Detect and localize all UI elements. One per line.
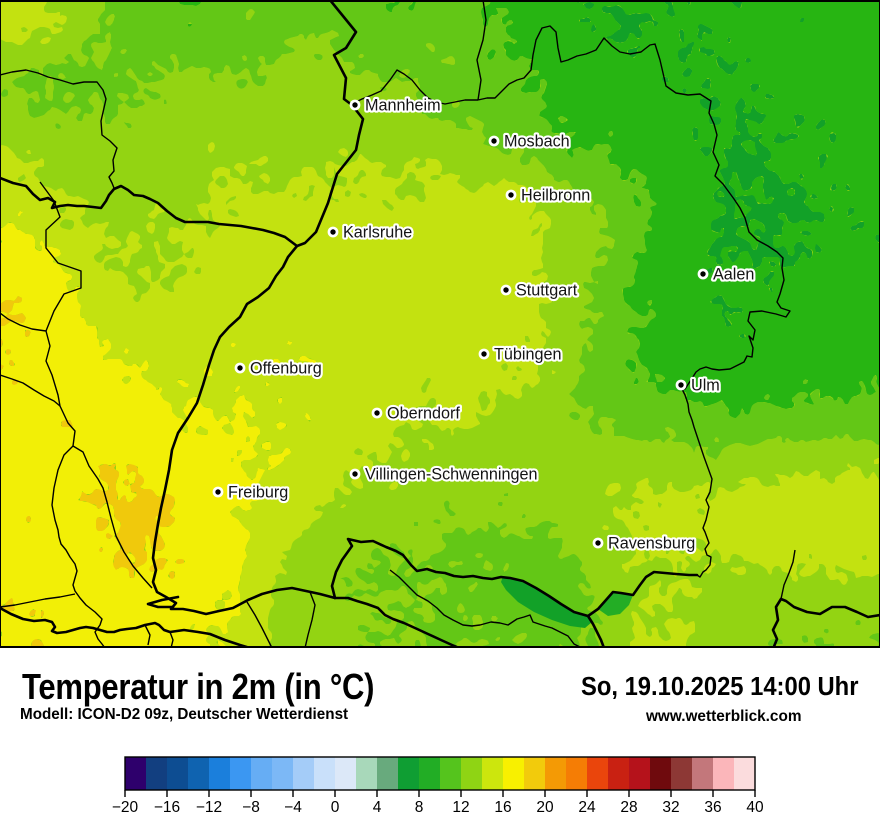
svg-text:Karlsruhe: Karlsruhe <box>343 224 412 242</box>
svg-text:Heilbronn: Heilbronn <box>521 187 590 205</box>
svg-text:12: 12 <box>452 799 469 816</box>
svg-text:Offenburg: Offenburg <box>250 360 322 378</box>
svg-text:Mannheim: Mannheim <box>365 97 441 115</box>
svg-text:8: 8 <box>415 799 424 816</box>
svg-text:−12: −12 <box>196 799 222 816</box>
svg-text:4: 4 <box>373 799 382 816</box>
svg-text:20: 20 <box>536 799 554 816</box>
svg-text:40: 40 <box>746 799 764 816</box>
svg-text:Oberndorf: Oberndorf <box>387 405 460 423</box>
svg-text:Villingen-Schwenningen: Villingen-Schwenningen <box>365 466 538 484</box>
svg-text:Stuttgart: Stuttgart <box>516 282 578 300</box>
svg-text:28: 28 <box>620 799 637 816</box>
svg-text:36: 36 <box>704 799 721 816</box>
svg-text:Tübingen: Tübingen <box>494 346 562 364</box>
svg-text:−16: −16 <box>154 799 180 816</box>
svg-text:−4: −4 <box>284 799 302 816</box>
svg-text:0: 0 <box>331 799 340 816</box>
svg-text:24: 24 <box>578 799 596 816</box>
svg-text:32: 32 <box>662 799 679 816</box>
svg-text:Aalen: Aalen <box>713 266 754 284</box>
svg-text:Freiburg: Freiburg <box>228 484 288 502</box>
svg-text:Ravensburg: Ravensburg <box>608 535 695 553</box>
svg-text:−8: −8 <box>242 799 260 816</box>
svg-text:Mosbach: Mosbach <box>504 133 570 151</box>
svg-text:Ulm: Ulm <box>691 377 720 395</box>
svg-text:16: 16 <box>494 799 511 816</box>
svg-text:−20: −20 <box>112 799 139 816</box>
